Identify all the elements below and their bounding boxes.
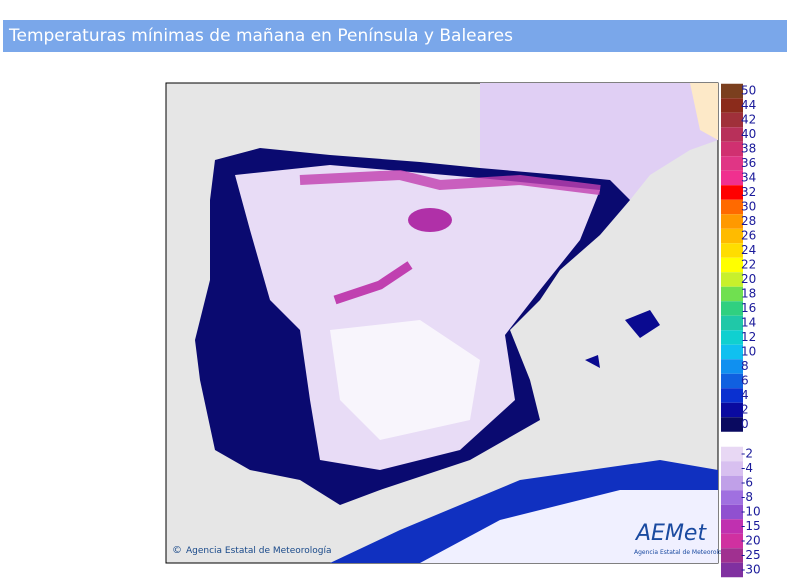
legend-label: -20 (741, 534, 761, 548)
legend-label: 24 (741, 243, 756, 257)
legend-swatch (721, 315, 743, 331)
legend-label: 40 (741, 127, 756, 141)
legend-label: 22 (741, 258, 756, 272)
legend-swatch (721, 359, 743, 374)
legend-label: -8 (741, 490, 753, 504)
legend-swatch (721, 214, 743, 229)
france (480, 83, 718, 200)
legend-label: -30 (741, 563, 761, 577)
legend-label: 34 (741, 171, 756, 185)
legend-label: 28 (741, 214, 756, 228)
legend-swatch (721, 446, 743, 462)
cold-zone (408, 208, 452, 232)
cold-zone (333, 261, 413, 305)
legend-swatch (721, 373, 743, 389)
legend-swatch (721, 170, 743, 186)
legend-swatch (721, 417, 743, 432)
legend-label: 26 (741, 229, 756, 243)
legend-label: 32 (741, 185, 756, 199)
copyright: Agencia Estatal de Meteorología (186, 546, 332, 556)
legend-label: -4 (741, 461, 753, 475)
legend-swatch (721, 185, 743, 200)
logo: AEMet (634, 521, 707, 546)
legend-label: 16 (741, 301, 756, 315)
legend-swatch (721, 243, 743, 258)
legend-swatch (721, 330, 743, 345)
legend-label: 6 (741, 374, 749, 388)
legend-swatch (721, 562, 743, 578)
legend-swatch (721, 533, 743, 549)
legend-label: 30 (741, 200, 756, 214)
legend-swatch (721, 490, 743, 505)
legend-swatch (721, 141, 743, 157)
warm-area (330, 320, 480, 440)
legend-swatch (721, 98, 743, 113)
legend-label: 42 (741, 113, 756, 127)
legend-label: -25 (741, 548, 761, 562)
legend-label: 20 (741, 272, 756, 286)
legend-swatch (721, 548, 743, 563)
legend: 5044424038363432302826242220181614121086… (721, 84, 761, 578)
africa-interior (420, 490, 718, 563)
legend-swatch (721, 504, 743, 520)
legend-swatch (721, 228, 743, 244)
legend-swatch (721, 272, 743, 287)
legend-label: 36 (741, 156, 756, 170)
island (625, 310, 660, 338)
legend-swatch (721, 112, 743, 128)
legend-label: 50 (741, 84, 756, 98)
legend-label: -10 (741, 505, 761, 519)
legend-label: 14 (741, 316, 756, 330)
legend-label: 38 (741, 142, 756, 156)
legend-label: 44 (741, 98, 756, 112)
logo-subtitle: Agencia Estatal de Meteorología (634, 549, 731, 556)
legend-swatch (721, 83, 743, 99)
legend-label: 4 (741, 388, 749, 402)
legend-label: -2 (741, 447, 753, 461)
cold-zone (299, 169, 601, 195)
legend-swatch (721, 257, 743, 273)
legend-swatch (721, 519, 743, 534)
copyright-symbol: © (172, 545, 182, 556)
header-title: Temperaturas mínimas de mañana en Peníns… (3, 20, 787, 52)
land-east (690, 83, 718, 140)
legend-swatch (721, 475, 743, 491)
legend-swatch (721, 461, 743, 476)
legend-swatch (721, 388, 743, 403)
legend-label: 12 (741, 330, 756, 344)
island (585, 355, 600, 368)
legend-label: 2 (741, 403, 749, 417)
legend-label: 18 (741, 287, 756, 301)
peninsula-interior (235, 165, 600, 470)
legend-label: 10 (741, 345, 756, 359)
legend-swatch (721, 344, 743, 360)
legend-swatch (721, 402, 743, 418)
legend-label: 8 (741, 359, 749, 373)
legend-swatch (721, 199, 743, 215)
legend-label: -6 (741, 476, 753, 490)
legend-swatch (721, 286, 743, 302)
legend-label: 0 (741, 417, 749, 431)
legend-swatch (721, 156, 743, 171)
legend-label: -15 (741, 519, 761, 533)
legend-swatch (721, 301, 743, 316)
legend-swatch (721, 127, 743, 142)
